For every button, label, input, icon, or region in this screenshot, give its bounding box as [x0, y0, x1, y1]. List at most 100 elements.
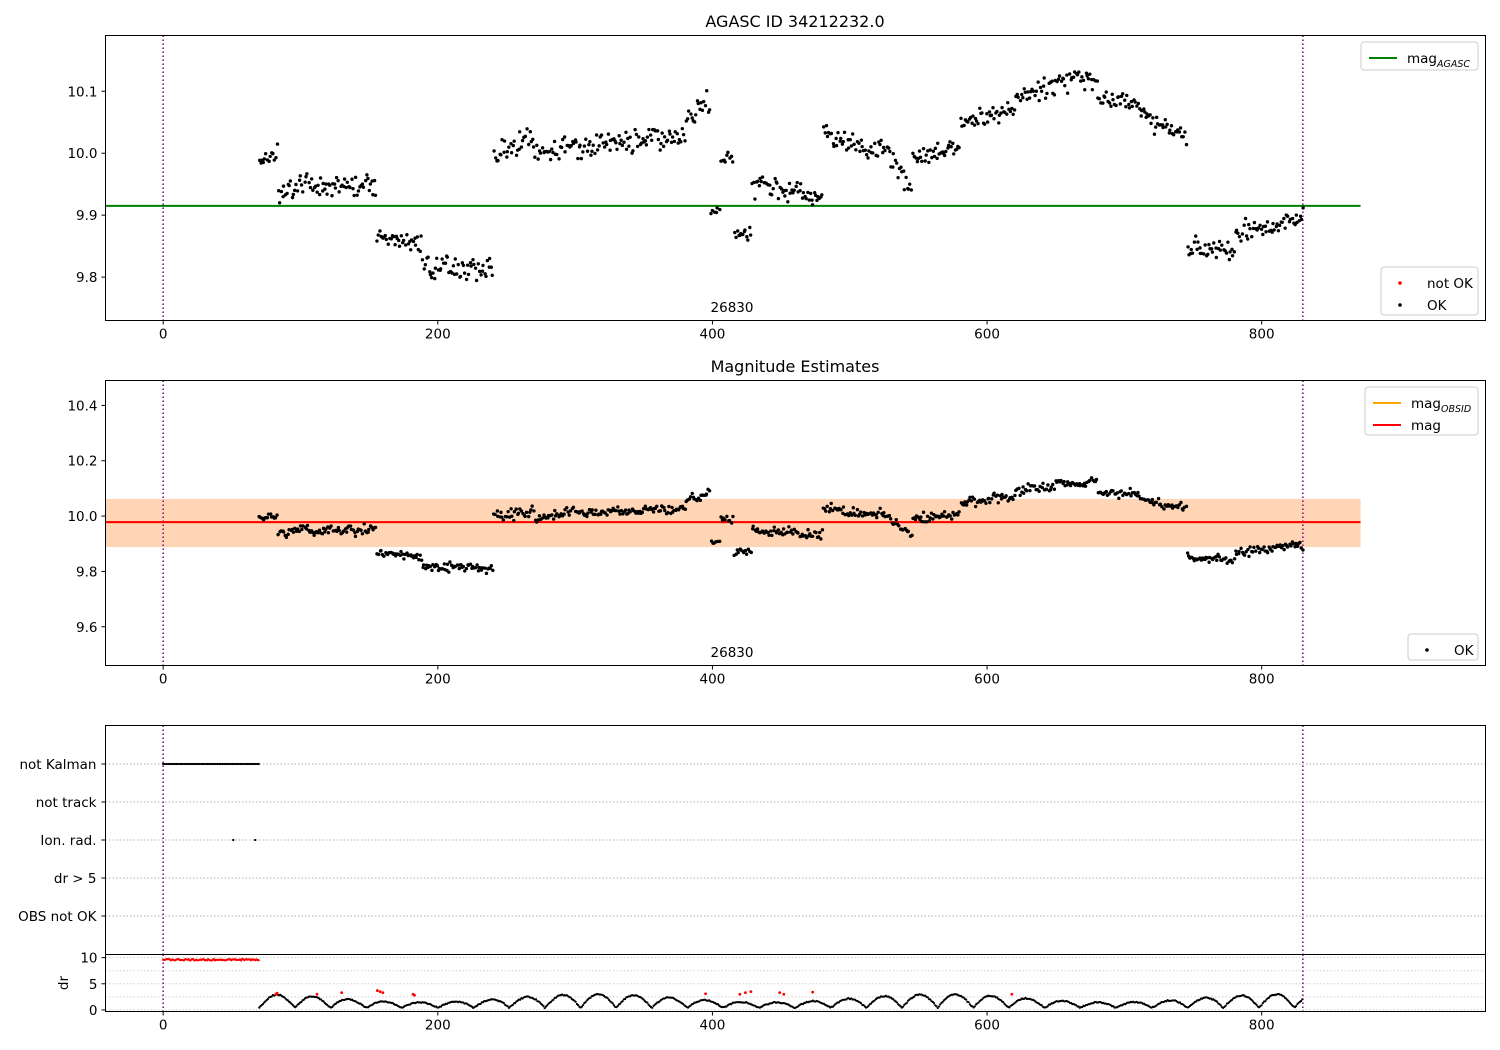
data-point-ok: [384, 237, 389, 242]
dr-point: [932, 1002, 936, 1005]
data-point-ok: [776, 196, 781, 201]
panel-mag-estimates: Magnitude Estimates 26830 0 200 400 600 800 9…: [67, 357, 1486, 688]
ytick-label: 10.2: [67, 454, 97, 470]
data-point-ok: [902, 187, 906, 192]
data-point-ok: [324, 182, 328, 186]
panel-mag-estimates-plot-area: [105, 380, 1361, 666]
data-point-ok: [1052, 93, 1057, 97]
data-point-ok: [461, 263, 466, 268]
data-point-ok: [986, 496, 991, 501]
data-point-ok: [1127, 106, 1132, 110]
data-point-ok: [810, 534, 815, 539]
data-point-ok: [847, 513, 851, 518]
data-point-ok: [757, 184, 762, 188]
data-point-ok: [525, 127, 529, 131]
data-point-ok: [375, 239, 379, 243]
legend-box: [1360, 41, 1479, 71]
data-point-ok: [969, 499, 974, 503]
data-point-ok: [1203, 243, 1207, 247]
data-point-ok: [368, 182, 373, 186]
data-point-ok: [788, 191, 792, 195]
dr-point: [995, 996, 999, 999]
data-point-ok: [514, 153, 519, 157]
data-point-ok: [1228, 250, 1232, 254]
flag-point: [168, 762, 171, 766]
legend-box: [1407, 633, 1479, 661]
data-point-ok: [1262, 545, 1266, 549]
data-point-ok: [501, 518, 506, 522]
data-point-ok: [798, 182, 803, 186]
dr-point: [546, 1004, 549, 1007]
dr-point: [902, 1005, 905, 1008]
data-point-ok: [307, 180, 311, 185]
flag-point: [170, 762, 173, 766]
data-point-ok: [891, 151, 895, 156]
dr-point: [611, 1002, 614, 1005]
data-point-ok: [658, 509, 663, 513]
data-point-ok: [1018, 493, 1022, 498]
data-point-ok: [507, 145, 511, 149]
data-point-ok: [1283, 226, 1287, 230]
data-point-ok: [962, 123, 966, 128]
data-point-ok: [614, 508, 618, 513]
data-point-ok: [804, 535, 809, 540]
data-point-ok: [1214, 255, 1219, 260]
data-point-ok: [413, 243, 418, 247]
data-point-ok: [834, 136, 838, 141]
data-point-ok: [852, 142, 856, 146]
panel-mag-estimates-frame: [105, 380, 1486, 666]
data-point-ok: [1026, 90, 1030, 94]
panel-agasc-plot-area: [105, 35, 1361, 321]
data-point-ok: [275, 513, 279, 517]
flag-point: [254, 762, 257, 766]
data-point-ok: [447, 570, 451, 574]
data-point-ok: [1015, 92, 1019, 97]
data-point-ok: [662, 505, 666, 510]
data-point-ok: [1212, 241, 1216, 245]
data-point-ok: [913, 517, 918, 522]
data-point-ok: [1148, 113, 1152, 117]
data-point-ok: [1232, 250, 1237, 254]
data-point-ok: [1125, 93, 1129, 98]
panel-dr-ylabel: dr: [56, 975, 72, 990]
data-point-ok: [421, 563, 426, 567]
data-point-ok: [982, 499, 987, 503]
data-point-ok: [430, 568, 434, 573]
data-point-ok: [351, 528, 356, 532]
data-point-ok: [1162, 507, 1166, 511]
flag-point: [167, 762, 170, 766]
data-point-ok: [1103, 95, 1107, 99]
data-point-ok: [499, 153, 503, 157]
data-point-ok: [361, 185, 366, 189]
data-point-ok: [1207, 242, 1211, 247]
data-point-ok: [419, 234, 423, 238]
data-point-ok: [1110, 92, 1114, 96]
data-point-ok: [895, 161, 899, 165]
data-point-ok: [1081, 78, 1086, 83]
data-point-ok: [336, 525, 341, 530]
data-point-ok: [824, 509, 828, 513]
data-point-ok: [606, 132, 611, 136]
data-point-ok: [500, 515, 504, 519]
data-point-ok: [906, 187, 911, 191]
panel-flags-frame: [105, 725, 1486, 1012]
data-point-ok: [440, 257, 444, 261]
data-point-ok: [1168, 128, 1172, 132]
data-point-ok: [1236, 231, 1240, 235]
flag-point: [198, 762, 201, 766]
data-point-ok: [454, 272, 459, 276]
data-point-ok: [500, 137, 504, 142]
data-point-ok: [495, 509, 500, 513]
data-point-ok: [520, 138, 525, 143]
data-point-ok: [316, 183, 320, 187]
data-point-ok: [481, 263, 485, 268]
data-point-ok: [656, 137, 661, 142]
data-point-ok: [808, 191, 813, 196]
data-point-ok: [1046, 483, 1050, 487]
data-point-ok: [1017, 486, 1021, 490]
data-point-ok: [341, 529, 346, 533]
data-point-ok: [641, 136, 645, 141]
data-point-ok: [415, 552, 419, 557]
